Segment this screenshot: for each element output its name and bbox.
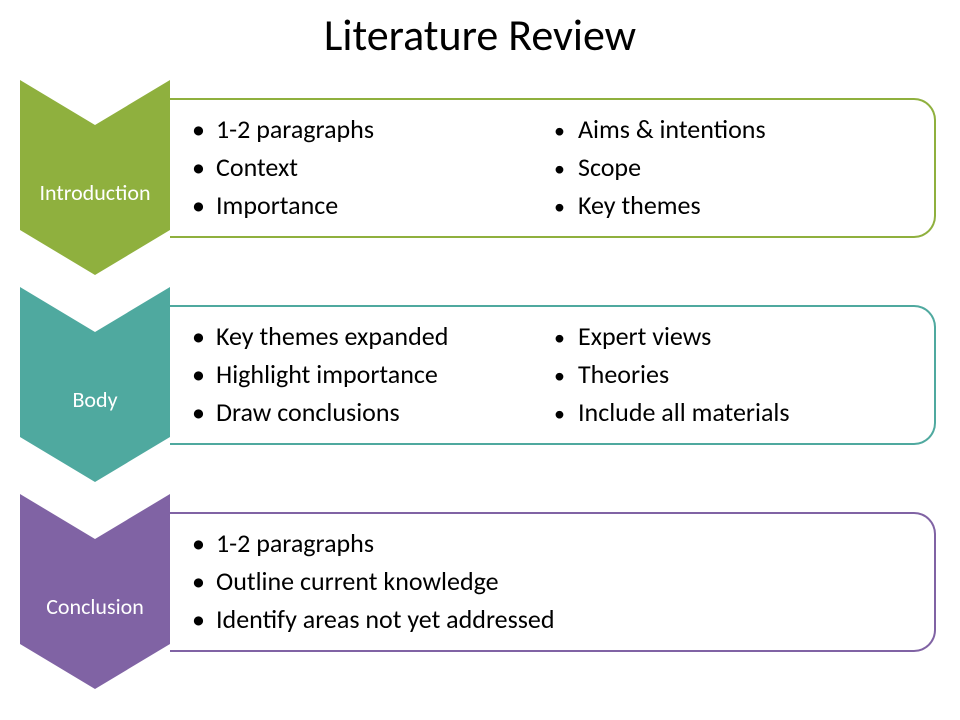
list-item-label: Identify areas not yet addressed [216, 601, 555, 639]
list-item-label: Key themes expanded [216, 318, 448, 356]
list-item-label: Draw conclusions [216, 394, 400, 432]
section-conclusion: Conclusion•1-2 paragraphs•Outline curren… [20, 494, 940, 689]
list-item: •Include all materials [554, 394, 916, 432]
panel-conclusion: •1-2 paragraphs•Outline current knowledg… [170, 512, 936, 652]
list-item-label: Highlight importance [216, 356, 438, 394]
list-item: •Key themes expanded [192, 318, 554, 356]
list-item-label: 1-2 paragraphs [216, 111, 374, 149]
panel-col-left: •Key themes expanded•Highlight importanc… [192, 319, 554, 431]
page-title: Literature Review [0, 0, 960, 80]
bullet-icon: • [192, 149, 216, 187]
bullet-icon: • [554, 114, 578, 142]
chevron-label: Conclusion [20, 494, 170, 689]
bullet-icon: • [554, 321, 578, 349]
list-item-label: Scope [578, 149, 641, 187]
list-item: •Expert views [554, 318, 916, 356]
bullet-icon: • [192, 356, 216, 394]
list-item-label: Key themes [578, 187, 701, 225]
list-item: •Context [192, 149, 554, 187]
bullet-icon: • [554, 190, 578, 218]
panel-col-left: •1-2 paragraphs•Outline current knowledg… [192, 526, 916, 638]
list-item: •Scope [554, 149, 916, 187]
bullet-icon: • [192, 525, 216, 563]
section-body: Body•Key themes expanded•Highlight impor… [20, 287, 940, 482]
list-item: •Aims & intentions [554, 111, 916, 149]
list-item-label: Include all materials [578, 394, 790, 432]
chevron-label: Introduction [20, 80, 170, 275]
list-item-label: Importance [216, 187, 338, 225]
list-item-label: Aims & intentions [578, 111, 766, 149]
list-item: •1-2 paragraphs [192, 525, 916, 563]
list-item: •Importance [192, 187, 554, 225]
list-item: •Identify areas not yet addressed [192, 601, 916, 639]
chevron-label: Body [20, 287, 170, 482]
list-item: •Outline current knowledge [192, 563, 916, 601]
panel-body: •Key themes expanded•Highlight importanc… [170, 305, 936, 445]
bullet-icon: • [554, 152, 578, 180]
panel-introduction: •1-2 paragraphs•Context•Importance•Aims … [170, 98, 936, 238]
bullet-icon: • [192, 563, 216, 601]
list-item: •Theories [554, 356, 916, 394]
list-item-label: Expert views [578, 318, 711, 356]
bullet-icon: • [192, 187, 216, 225]
chevron-conclusion: Conclusion [20, 494, 170, 689]
bullet-icon: • [554, 397, 578, 425]
bullet-icon: • [192, 318, 216, 356]
list-item: •1-2 paragraphs [192, 111, 554, 149]
panel-col-left: •1-2 paragraphs•Context•Importance [192, 112, 554, 224]
chevron-introduction: Introduction [20, 80, 170, 275]
bullet-icon: • [554, 359, 578, 387]
section-introduction: Introduction•1-2 paragraphs•Context•Impo… [20, 80, 940, 275]
bullet-icon: • [192, 111, 216, 149]
list-item: •Key themes [554, 187, 916, 225]
list-item-label: Context [216, 149, 298, 187]
list-item-label: Outline current knowledge [216, 563, 499, 601]
list-item-label: Theories [578, 356, 669, 394]
list-item: •Draw conclusions [192, 394, 554, 432]
sections-container: Introduction•1-2 paragraphs•Context•Impo… [0, 80, 960, 689]
panel-col-right: •Expert views•Theories•Include all mater… [554, 319, 916, 431]
list-item-label: 1-2 paragraphs [216, 525, 374, 563]
chevron-body: Body [20, 287, 170, 482]
bullet-icon: • [192, 601, 216, 639]
list-item: •Highlight importance [192, 356, 554, 394]
bullet-icon: • [192, 394, 216, 432]
panel-col-right: •Aims & intentions•Scope•Key themes [554, 112, 916, 224]
